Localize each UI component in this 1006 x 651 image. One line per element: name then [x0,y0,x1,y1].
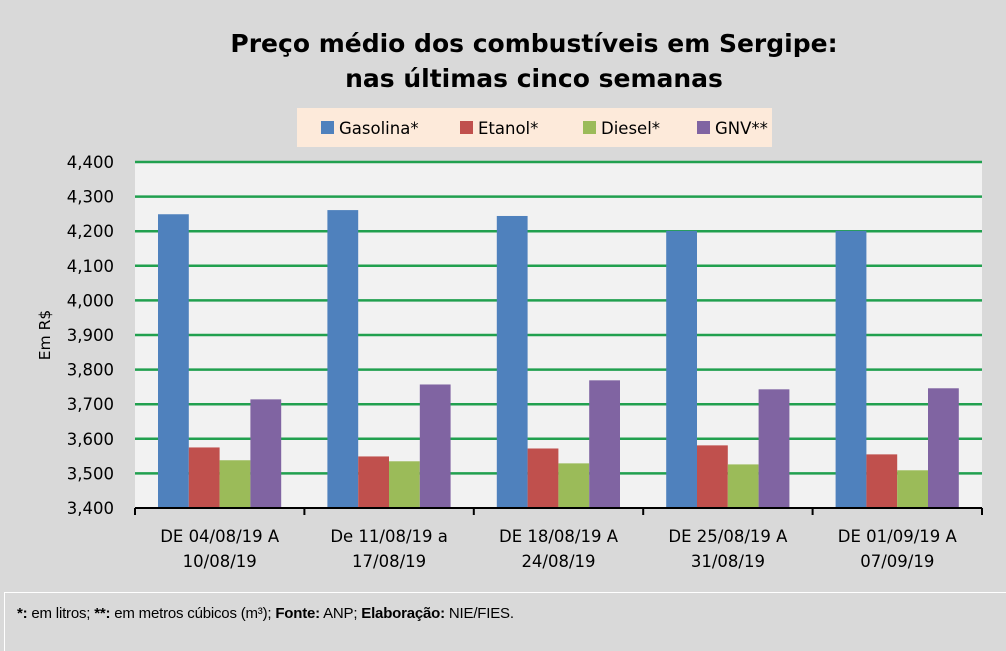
y-axis-label: Em R$ [36,310,54,360]
x-tick-label: 07/09/19 [860,552,934,571]
x-axis: DE 04/08/19 A 10/08/19 De 11/08/19 a 17/08/… [134,507,983,571]
legend-swatch [583,121,596,134]
footnote-key: *: [17,605,28,622]
footnote: *: em litros; **: em metros cúbicos (m³)… [4,592,1006,651]
y-axis: 3,400 3,500 3,600 3,700 3,800 3,900 4,000 4,100… [67,153,114,518]
bar-etanol [697,445,728,508]
x-tick-label: DE 01/09/19 A [838,527,958,546]
legend-swatch [697,121,710,134]
footnote-key: Elaboração: [361,605,445,622]
footnote-key: Fonte: [275,605,320,622]
y-tick-label: 4,000 [67,291,114,310]
x-tick-label: 24/08/19 [521,552,595,571]
bar-gasolina [158,214,189,508]
bar-gnv [928,388,959,508]
x-tick-label: DE 18/08/19 A [499,527,619,546]
bar-etanol [527,448,559,508]
legend-label: Gasolina* [339,119,419,138]
bar-gasolina [666,230,697,508]
bar-gnv [589,380,620,508]
legend-swatch [321,121,334,134]
y-tick-label: 4,400 [67,153,114,172]
legend-label: GNV** [715,119,768,138]
bar-etanol [188,447,220,508]
y-tick-label: 4,200 [67,222,114,241]
bar-gasolina [496,215,528,508]
x-tick-label: DE 04/08/19 A [160,527,280,546]
chart-title-line-2: nas últimas cinco semanas [345,64,723,93]
legend-swatch [460,121,473,134]
legend-item: Gasolina* [321,119,419,138]
bar-gasolina [327,210,359,508]
y-tick-label: 3,600 [67,430,114,449]
legend: Gasolina* Etanol* Diesel* GNV** [297,108,772,147]
y-tick-label: 4,300 [67,188,114,207]
bar-diesel [727,464,759,508]
bar-gasolina [835,230,867,508]
x-tick-label: 31/08/19 [691,552,765,571]
bar-diesel [219,460,251,508]
footnote-text: em metros cúbicos (m³); [110,605,276,622]
chart-title: Preço médio dos combustíveis em Sergipe:… [230,29,837,93]
x-tick-label: DE 25/08/19 A [668,527,788,546]
bar-diesel [558,463,590,508]
x-tick-label: 17/08/19 [352,552,426,571]
legend-item: GNV** [697,119,768,138]
legend-label: Diesel* [601,119,660,138]
bar-gnv [419,384,451,508]
bar-gnv [250,399,282,508]
footnote-text: ANP; [319,605,362,622]
bar-diesel [389,461,420,508]
y-tick-label: 3,400 [67,499,114,518]
y-tick-label: 4,100 [67,257,114,276]
footnote-key: **: [94,605,111,622]
legend-item: Etanol* [460,119,538,138]
bar-diesel [897,470,928,508]
footnote-text: NIE/FIES. [444,605,514,622]
chart: Preço médio dos combustíveis em Sergipe:… [36,29,983,571]
bar-etanol [358,456,389,508]
bar-gnv [758,389,790,508]
bars [158,210,959,508]
y-tick-label: 3,700 [67,395,114,414]
x-tick-label: 10/08/19 [183,552,257,571]
y-tick-label: 3,800 [67,361,114,380]
legend-box [297,108,772,147]
y-tick-label: 3,500 [67,464,114,483]
y-tick-label: 3,900 [67,326,114,345]
legend-label: Etanol* [478,119,538,138]
bar-etanol [866,454,898,508]
legend-item: Diesel* [583,119,660,138]
footnote-text: em litros; [27,605,95,622]
x-tick-label: De 11/08/19 a [330,527,448,546]
chart-title-line-1: Preço médio dos combustíveis em Sergipe: [230,29,837,58]
